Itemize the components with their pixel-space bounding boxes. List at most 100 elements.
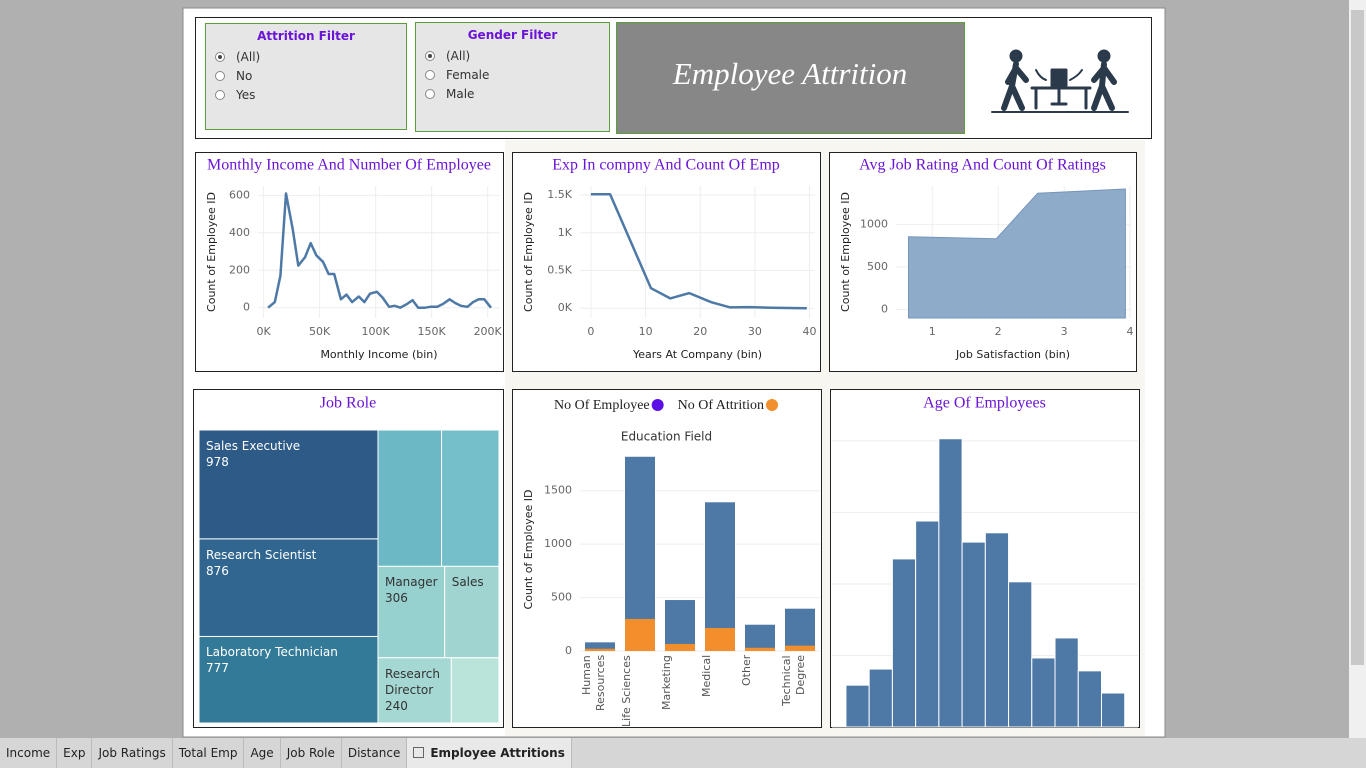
cell-label-box: Sales Executive 978 <box>206 438 375 537</box>
option-label: Yes <box>236 87 256 102</box>
y-tick-label: 0K <box>558 301 573 314</box>
x-tick-label: 4 <box>1127 325 1134 338</box>
sheet-tab[interactable]: Employee Attritions <box>407 738 572 768</box>
cell-category: Research Scientist <box>206 547 317 562</box>
y-tick-label: 1000 <box>544 537 572 550</box>
filter-option[interactable]: Yes <box>206 85 406 104</box>
legend-marker <box>651 399 664 411</box>
filter-option[interactable]: (All) <box>206 47 406 66</box>
x-tick-label: Human Resources <box>580 655 607 712</box>
x-tick-label: 3 <box>1061 325 1068 338</box>
cell-value: 240 <box>384 698 408 713</box>
option-label: (All) <box>236 49 261 64</box>
x-tick-label: 0 <box>587 325 594 338</box>
histogram-bar <box>915 520 940 728</box>
histogram-bar <box>1077 670 1102 728</box>
sheet-tab[interactable]: Age <box>244 738 281 768</box>
attrition-icon <box>991 49 1129 113</box>
filter-option[interactable]: No <box>206 66 406 85</box>
cell-value: 306 <box>384 591 408 606</box>
x-tick-label: 40 <box>803 325 817 338</box>
x-tick-label: 20 <box>693 325 707 338</box>
sheet-tab[interactable]: Job Role <box>281 738 342 768</box>
cell-category: Sales Executive <box>206 439 301 453</box>
histogram-bar <box>1054 637 1079 728</box>
category-label-box: Marketing <box>660 655 673 710</box>
x-tick-label: 150K <box>418 325 447 338</box>
treemap-cell <box>377 429 443 567</box>
icon-arrows <box>1035 69 1083 81</box>
radio-button[interactable] <box>425 69 435 80</box>
bar <box>625 618 655 651</box>
option-label: (All) <box>446 48 471 63</box>
bar <box>745 647 775 651</box>
filter-option[interactable]: (All) <box>416 46 609 65</box>
cell-label: Laboratory Technician 777 <box>206 644 375 721</box>
x-tick-label: 2 <box>995 325 1002 338</box>
x-tick-label: 10 <box>639 325 653 338</box>
bar <box>625 456 655 651</box>
banner-title: Employee Attrition <box>672 56 907 91</box>
bar <box>705 502 735 651</box>
tab-label: Age <box>250 746 274 760</box>
chart-title: Exp In compny And Count Of Emp <box>552 157 780 174</box>
cell-label: Sales <box>452 574 496 655</box>
x-tick-label: Technical Degree <box>780 655 807 706</box>
histogram-bar <box>984 532 1010 728</box>
sheet-tab[interactable]: Distance <box>342 738 408 768</box>
category-label-box: Life Sciences <box>620 655 633 727</box>
tab-label: Income <box>6 746 51 760</box>
chart-panel <box>195 152 504 372</box>
tab-bar: Income Exp Job Ratings Total Emp Age Job Role… <box>0 738 1366 768</box>
category-label-box: Human Resources <box>580 655 607 712</box>
histogram-bar <box>845 684 870 728</box>
tab-label: Job Role <box>286 746 335 760</box>
y-axis-label: Count of Employee ID <box>205 192 218 312</box>
icon-desk <box>1030 86 1092 110</box>
icon-chair <box>1050 68 1068 106</box>
cell-value: 978 <box>206 455 229 469</box>
scrollbar-thumb[interactable] <box>1351 10 1364 665</box>
y-tick-label: 500 <box>867 260 888 273</box>
radio-button[interactable] <box>425 88 435 99</box>
radio-button[interactable] <box>215 70 225 81</box>
tab-label: Exp <box>63 746 86 760</box>
bar <box>665 600 695 651</box>
y-tick-label: 1.5K <box>547 188 572 201</box>
legend-label: No Of Attrition <box>678 398 764 413</box>
histogram-bar <box>891 558 917 728</box>
sheet-tab[interactable]: Income <box>0 738 58 768</box>
legend-label: No Of Employee <box>554 398 650 413</box>
cell-label: Manager 306 <box>385 574 442 655</box>
histogram-bar <box>961 541 986 728</box>
sheet-tab[interactable]: Total Emp <box>173 738 245 768</box>
x-tick-label: Marketing <box>660 655 673 710</box>
bar <box>585 642 615 651</box>
banner <box>616 22 965 134</box>
radio-button[interactable] <box>215 89 225 100</box>
treemap-cell <box>198 635 379 724</box>
chart-title: Monthly Income And Number Of Employee <box>207 157 491 174</box>
radio-button[interactable] <box>215 51 225 62</box>
radio-button[interactable] <box>425 50 435 61</box>
histogram-bar <box>1100 692 1126 728</box>
line <box>590 193 807 310</box>
bar <box>785 645 815 651</box>
y-tick-label: 400 <box>229 226 250 239</box>
cell-label: Sales Executive 978 <box>206 438 375 537</box>
icon-head <box>1097 49 1111 63</box>
sheet-tab[interactable]: Exp <box>57 738 93 768</box>
filter-option[interactable]: Female <box>416 65 609 84</box>
chart-title: Education Field <box>621 430 712 444</box>
filter-option[interactable]: Male <box>416 84 609 103</box>
treemap-cell <box>198 429 379 540</box>
category-label-box: Other <box>740 655 753 686</box>
histogram-bar <box>868 668 893 728</box>
option-label: Male <box>446 86 475 101</box>
sheet-tab[interactable]: Job Ratings <box>92 738 173 768</box>
x-axis-label: Years At Company (bin) <box>632 348 762 361</box>
cell-category: Sales <box>451 575 484 590</box>
